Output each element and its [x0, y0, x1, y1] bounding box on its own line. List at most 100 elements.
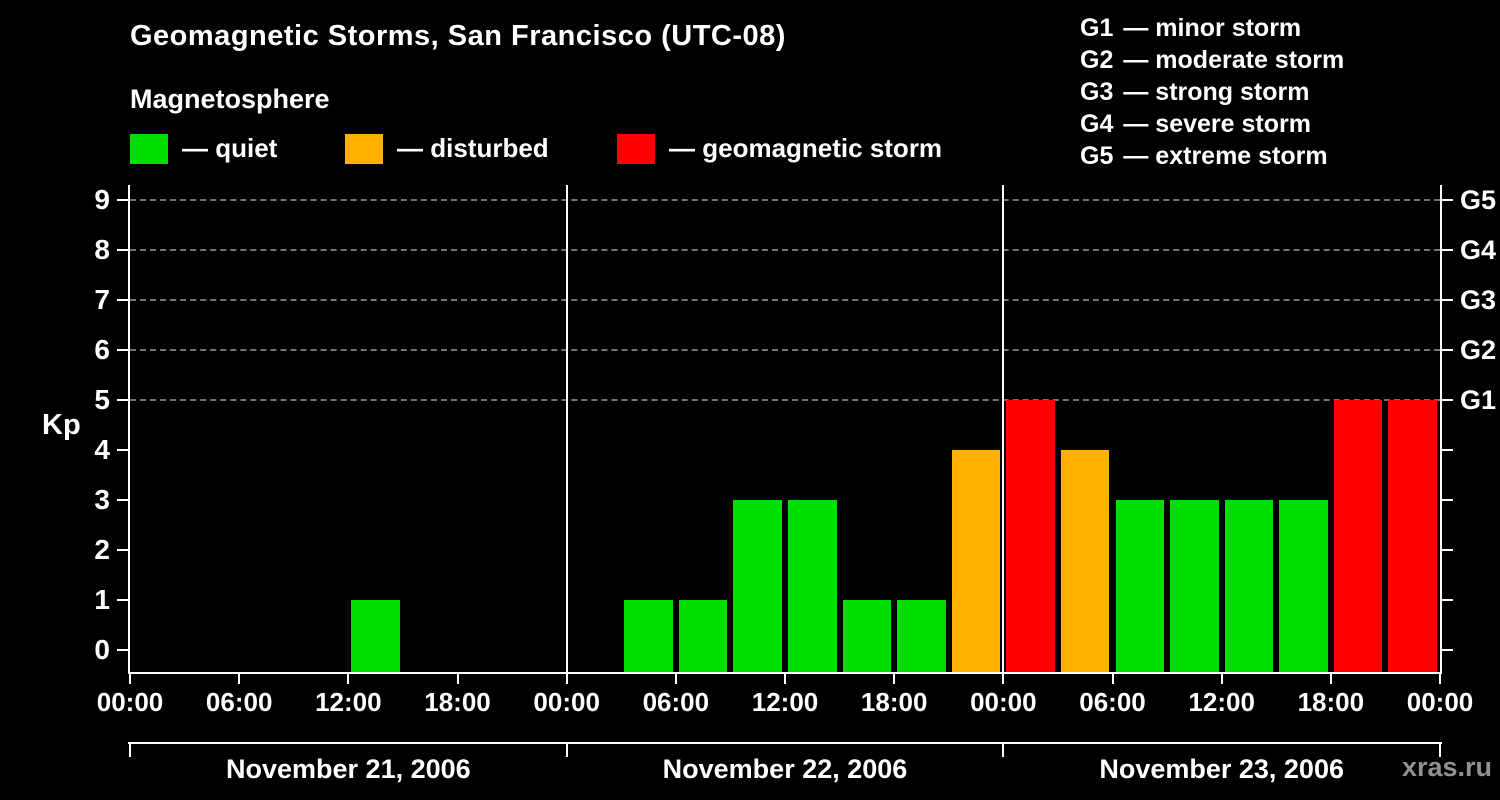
y-axis-tick — [117, 199, 128, 201]
right-axis-tick — [1442, 449, 1453, 451]
x-tick-label: 00:00 — [1406, 687, 1474, 717]
x-tick-label: 06:00 — [642, 687, 710, 717]
x-tick-label: 12:00 — [315, 687, 382, 717]
g2-label: — moderate storm — [1123, 46, 1345, 74]
storm-scale-item-g3: G3 — strong storm — [1080, 76, 1344, 108]
date-axis-tick — [565, 742, 568, 757]
storm-scale-item-g4: G4 — severe storm — [1080, 108, 1344, 140]
g-axis-label: G5 — [1460, 185, 1497, 215]
right-axis-tick — [1442, 649, 1453, 651]
legend-item-disturbed: — disturbed — [345, 133, 549, 164]
y-tick-label: 5 — [94, 384, 110, 415]
x-tick-label: 18:00 — [424, 687, 491, 717]
g4-code: G4 — [1080, 110, 1114, 138]
g3-code: G3 — [1080, 78, 1114, 106]
g-axis-label: G3 — [1460, 285, 1497, 315]
gridline — [130, 299, 1440, 301]
date-axis-tick — [1439, 742, 1441, 757]
right-axis-tick — [1442, 549, 1453, 551]
g-axis-label: G4 — [1460, 235, 1497, 265]
g1-label: — minor storm — [1123, 14, 1302, 42]
x-axis-tick — [1220, 672, 1223, 684]
day-separator — [565, 185, 568, 672]
date-axis-tick — [1002, 742, 1005, 757]
right-axis-tick — [1442, 349, 1453, 351]
storm-scale-item-g1: G1 — minor storm — [1080, 12, 1344, 44]
y-axis-tick — [117, 299, 128, 301]
x-tick-label: 00:00 — [533, 687, 600, 717]
g3-label: — strong storm — [1123, 78, 1310, 106]
kp-bar — [1279, 500, 1328, 672]
storm-scale-item-g5: G5 — extreme storm — [1080, 140, 1344, 172]
x-axis-tick — [674, 672, 677, 684]
magnetosphere-label: Magnetosphere — [130, 84, 330, 114]
y-axis-tick — [117, 549, 128, 551]
date-axis-tick — [129, 742, 131, 757]
kp-bar — [1388, 400, 1437, 672]
date-label: November 23, 2006 — [1099, 754, 1344, 784]
kp-bar — [351, 600, 400, 672]
x-tick-label: 00:00 — [96, 687, 164, 717]
x-axis-tick — [1002, 672, 1005, 684]
quiet-label: — quiet — [182, 133, 278, 163]
y-tick-label: 8 — [94, 234, 110, 265]
quiet-swatch-icon — [130, 133, 168, 164]
disturbed-label: — disturbed — [397, 133, 549, 163]
y-axis-tick — [117, 599, 128, 601]
y-axis-title: Kp — [42, 409, 81, 441]
kp-bar — [1006, 400, 1055, 672]
g5-code: G5 — [1080, 142, 1114, 170]
kp-bar — [1060, 450, 1110, 672]
date-label: November 22, 2006 — [662, 754, 908, 784]
day-separator — [1002, 185, 1005, 672]
right-axis-tick — [1442, 199, 1453, 201]
right-axis-tick — [1442, 599, 1453, 601]
right-axis-tick — [1442, 499, 1453, 501]
disturbed-swatch-icon — [345, 133, 383, 164]
date-axis-line — [128, 742, 1442, 744]
y-axis-tick — [117, 399, 128, 401]
y-axis-line — [128, 185, 130, 674]
kp-bar — [1224, 500, 1274, 672]
x-tick-label: 18:00 — [1297, 687, 1365, 717]
kp-bar — [1115, 500, 1165, 672]
y-tick-label: 4 — [94, 434, 110, 465]
kp-bar — [1170, 500, 1219, 672]
legend-item-storm: — geomagnetic storm — [617, 133, 942, 164]
y-tick-label: 6 — [94, 334, 110, 365]
gridline — [130, 349, 1440, 351]
gridline — [130, 199, 1440, 201]
y-axis-tick — [117, 649, 128, 651]
right-axis-line — [1440, 185, 1442, 674]
x-tick-label: 06:00 — [1079, 687, 1146, 717]
right-axis-tick — [1442, 249, 1453, 251]
y-tick-label: 9 — [94, 184, 110, 215]
storm-swatch-icon — [617, 133, 655, 164]
x-tick-label: 18:00 — [860, 687, 928, 717]
x-axis-tick — [565, 672, 568, 684]
kp-bar — [624, 600, 673, 672]
y-axis-tick — [117, 349, 128, 351]
storm-scale-legend: G1 — minor storm G2 — moderate storm G3 — s… — [1080, 12, 1344, 172]
g2-code: G2 — [1080, 46, 1114, 74]
right-axis-tick — [1442, 399, 1453, 401]
kp-bar — [788, 500, 837, 672]
storm-label: — geomagnetic storm — [669, 133, 943, 163]
y-axis-tick — [117, 449, 128, 451]
x-tick-label: 06:00 — [205, 687, 273, 717]
y-tick-label: 1 — [94, 584, 110, 615]
x-axis-tick — [129, 672, 131, 684]
g4-label: — severe storm — [1123, 110, 1311, 138]
x-axis-tick — [893, 672, 896, 684]
y-tick-label: 7 — [94, 284, 110, 315]
x-axis-tick — [784, 672, 786, 684]
page-title: Geomagnetic Storms, San Francisco (UTC-0… — [130, 20, 786, 52]
g-axis-label: G1 — [1460, 385, 1497, 415]
storm-scale-item-g2: G2 — moderate storm — [1080, 44, 1344, 76]
g5-label: — extreme storm — [1123, 142, 1328, 170]
x-axis-tick — [1329, 672, 1332, 684]
y-axis-tick — [117, 499, 128, 501]
kp-bar — [951, 450, 1001, 672]
